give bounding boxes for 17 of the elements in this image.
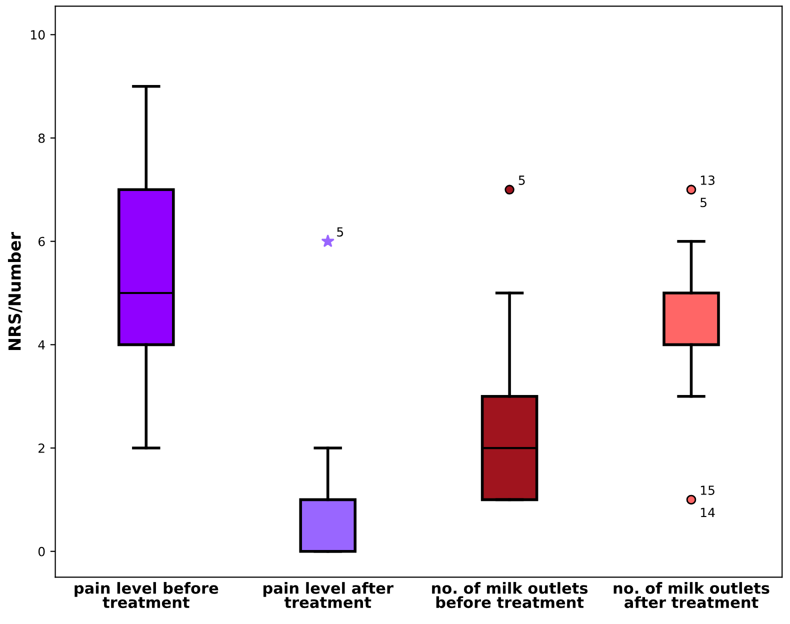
annotation: 5 [337, 227, 344, 237]
y-axis-title: NRS/Number [8, 232, 22, 350]
y-tick-label: 0 [38, 546, 45, 556]
y-tick-label: 2 [38, 443, 44, 453]
y-tick-label: 10 [31, 30, 45, 40]
x-tick-label: pain level before treatment [74, 582, 218, 608]
y-tick-label: 6 [38, 236, 45, 246]
annotation: 5 [518, 176, 525, 185]
y-tick-label: 4 [38, 340, 45, 350]
y-tick-label: 8 [38, 133, 45, 143]
annotation: 14 [700, 508, 715, 518]
annotation: 13 [700, 176, 714, 185]
annotation: 15 [700, 486, 714, 495]
x-tick-label: pain level after treatment [263, 582, 394, 608]
x-tick-label: no. of milk outlets after treatment [614, 582, 770, 608]
annotation: 5 [700, 198, 706, 208]
x-tick-label: no. of milk outlets before treatment [432, 582, 588, 608]
